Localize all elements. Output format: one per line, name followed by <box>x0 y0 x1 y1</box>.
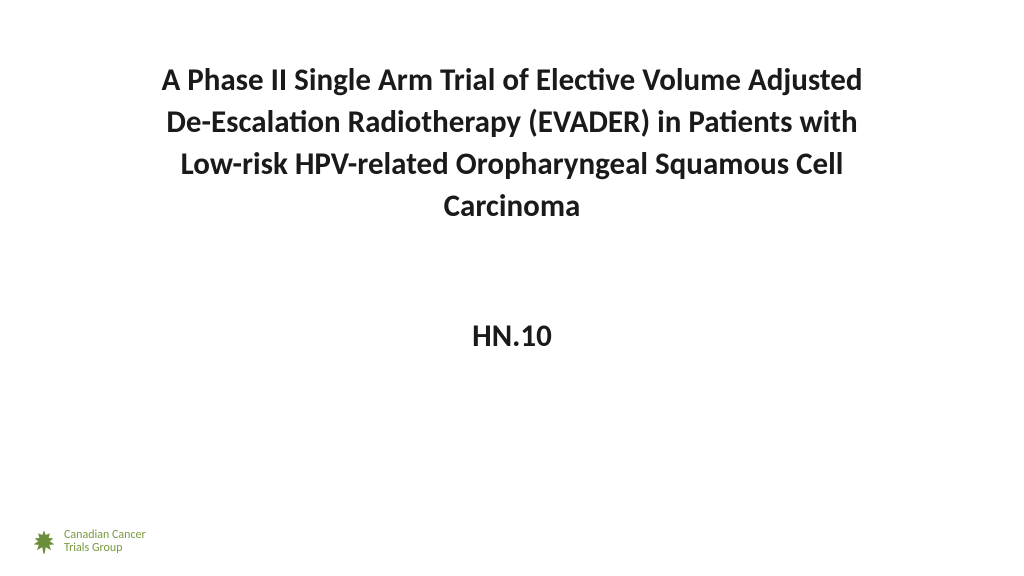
slide-code: HN.10 <box>472 317 552 355</box>
maple-leaf-icon <box>30 528 58 556</box>
slide-title: A Phase II Single Arm Trial of Elective … <box>152 60 872 227</box>
logo-line-2: Trials Group <box>64 542 146 555</box>
logo-container: Canadian Cancer Trials Group <box>30 528 146 556</box>
logo-text: Canadian Cancer Trials Group <box>64 529 146 554</box>
slide-container: A Phase II Single Arm Trial of Elective … <box>0 0 1024 576</box>
